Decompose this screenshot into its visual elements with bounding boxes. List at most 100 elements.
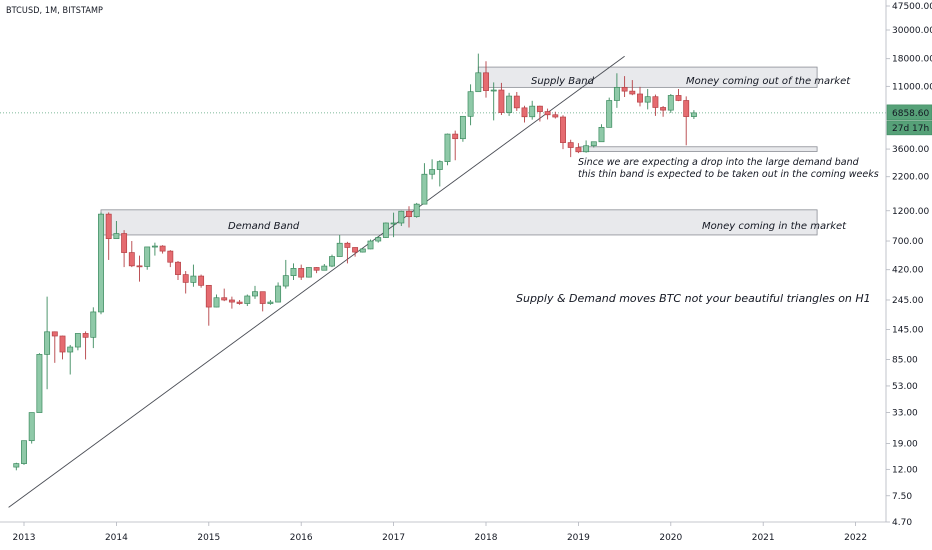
candle — [190, 264, 197, 287]
candle-body — [221, 297, 228, 301]
x-tick-label: 2015 — [197, 533, 220, 543]
candle — [675, 88, 682, 102]
candle-body — [652, 96, 659, 108]
last-price-value: 6858.60 — [892, 109, 929, 119]
y-tick-label: 53.00 — [892, 382, 918, 392]
candle-body — [444, 133, 451, 162]
time-axis-bg — [0, 522, 932, 550]
candle — [13, 462, 20, 471]
candle — [90, 307, 97, 349]
y-tick-label: 11000.00 — [892, 82, 932, 92]
x-tick-label: 2021 — [752, 533, 775, 543]
candle — [298, 264, 305, 280]
candle-body — [359, 248, 366, 253]
candle — [282, 259, 289, 289]
candle — [467, 84, 474, 126]
candle-body — [683, 100, 690, 117]
y-tick-label: 30000.00 — [892, 26, 932, 36]
candle-body — [113, 233, 120, 240]
candle — [590, 141, 597, 148]
candle-body — [490, 89, 497, 92]
candle-body — [375, 237, 382, 242]
y-tick-label: 7.50 — [892, 492, 912, 502]
candle-body — [190, 275, 197, 283]
x-tick-label: 2020 — [659, 533, 682, 543]
candle — [290, 263, 297, 280]
candle — [444, 133, 451, 166]
candle-body — [236, 301, 243, 304]
candle — [536, 105, 543, 122]
candle-body — [413, 203, 420, 218]
candle-body — [275, 285, 282, 303]
candle-body — [67, 346, 74, 353]
y-tick-label: 420.00 — [892, 266, 924, 276]
candle — [336, 234, 343, 257]
candle — [421, 163, 428, 205]
candle — [483, 61, 489, 98]
candle — [652, 94, 659, 116]
candle-body — [36, 354, 43, 413]
candle-body — [498, 89, 505, 113]
candle-body — [252, 291, 258, 297]
candle — [182, 271, 189, 294]
candle-body — [13, 463, 20, 468]
candle-body — [467, 91, 474, 117]
demand-band-label: Demand Band — [228, 221, 300, 232]
candle-body — [421, 173, 428, 205]
demand-band-note: Money coming in the market — [702, 221, 847, 232]
candle-body — [267, 301, 274, 304]
zone-layer — [100, 66, 818, 236]
demand-band — [100, 209, 818, 236]
candle — [629, 80, 636, 96]
y-tick-label: 12.00 — [892, 465, 918, 475]
candle — [644, 88, 651, 110]
candle — [506, 92, 513, 116]
candle — [305, 267, 312, 278]
y-tick-label: 1200.00 — [892, 207, 929, 217]
candle — [552, 111, 559, 119]
supply-band-label: Supply Band — [531, 76, 595, 87]
trendline-layer — [0, 55, 886, 508]
price-axis-bg — [886, 0, 932, 550]
countdown-badge — [886, 120, 932, 136]
candle-body — [367, 240, 374, 250]
x-tick-label: 2017 — [382, 533, 405, 543]
countdown-value: 27d 17h — [892, 124, 929, 134]
candle-body — [506, 95, 513, 113]
candle — [667, 93, 674, 113]
candle-body — [436, 161, 443, 170]
candle — [367, 239, 374, 250]
x-tick-label: 2016 — [290, 533, 313, 543]
candle — [44, 296, 51, 390]
candle-body — [544, 111, 551, 116]
candle — [598, 124, 605, 143]
candle-body — [483, 72, 489, 91]
candle-body — [205, 284, 212, 308]
candle — [690, 110, 697, 119]
candle — [344, 241, 351, 264]
candle — [121, 230, 128, 268]
candle-body — [305, 267, 312, 278]
candle-body — [213, 297, 220, 308]
candle-body — [51, 331, 58, 337]
candle — [113, 220, 120, 240]
y-tick-label: 4.70 — [892, 518, 912, 528]
candle-body — [175, 261, 181, 275]
candle — [252, 285, 258, 299]
y-tick-label: 33.00 — [892, 409, 918, 419]
candle-body — [382, 222, 389, 238]
candles-layer — [13, 53, 697, 471]
candle — [136, 255, 143, 282]
candle — [175, 261, 181, 280]
y-tick-label: 700.00 — [892, 237, 924, 247]
y-tick-label: 18000.00 — [892, 55, 932, 65]
candle — [621, 76, 628, 97]
y-tick-label: 19.00 — [892, 440, 918, 450]
candle-body — [151, 245, 158, 248]
thin-band-note-2: this thin band is expected to be taken o… — [578, 169, 879, 180]
x-tick-label: 2022 — [844, 533, 867, 543]
candle-body — [675, 95, 682, 101]
main-comment: Supply & Demand moves BTC not your beaut… — [516, 292, 871, 305]
